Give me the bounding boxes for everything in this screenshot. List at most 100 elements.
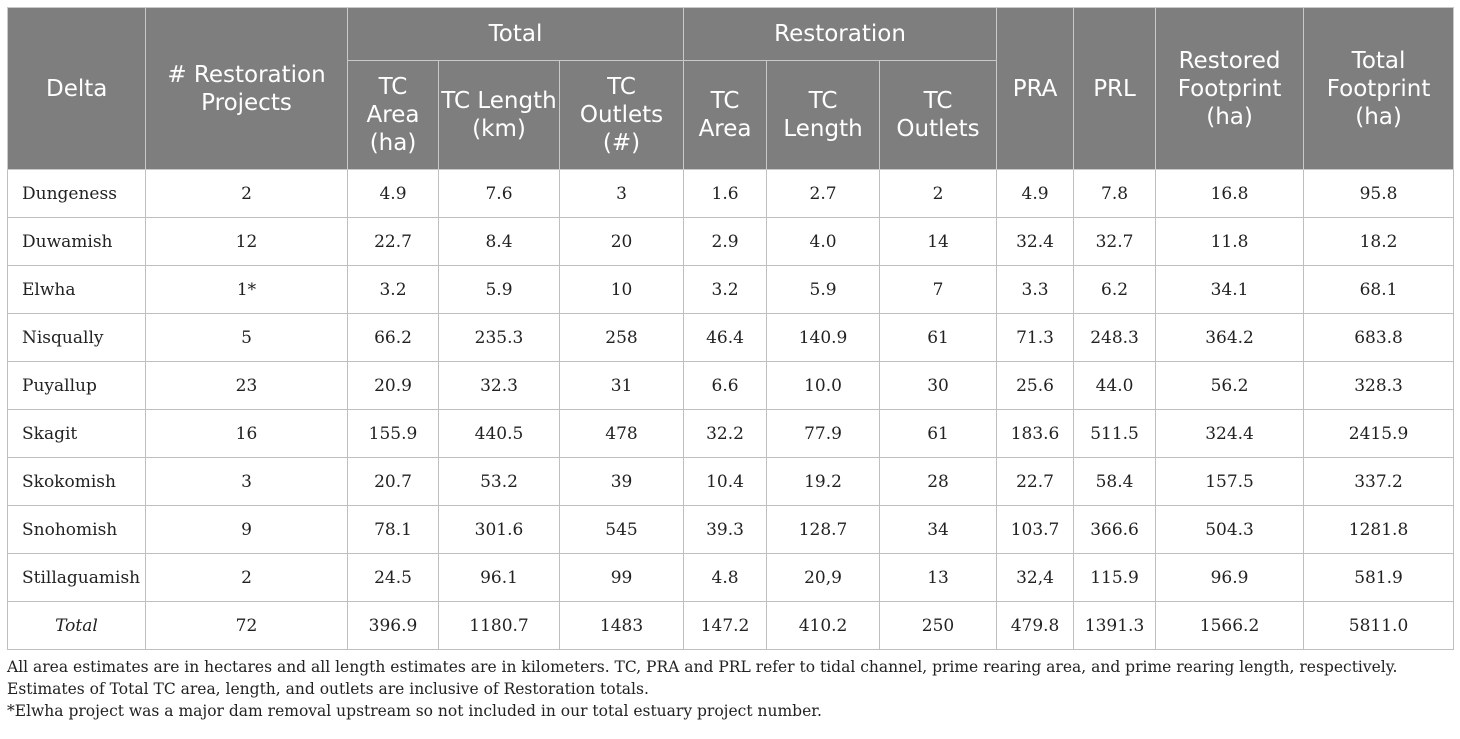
cell-restored-footprint: 16.8	[1155, 169, 1305, 218]
header-total-tc-length: TC Length (km)	[438, 60, 560, 170]
cell-pra: 25.6	[996, 361, 1075, 410]
table-row: Duwamish 12 22.7 8.4 20 2.9 4.0 14 32.4 32.7 11.8 1…	[7, 217, 1455, 266]
table-row: Puyallup 23 20.9 32.3 31 6.6 10.0 30 25.6 44.0 56.…	[7, 361, 1455, 410]
header-group-restoration: Restoration	[683, 7, 998, 61]
cell-total-footprint: 18.2	[1303, 217, 1455, 266]
cell-rest-tc-outlets: 34	[879, 505, 998, 554]
cell-prl: 115.9	[1073, 553, 1157, 602]
cell-rest-tc-area: 6.6	[683, 361, 768, 410]
header-pra: PRA	[996, 7, 1075, 170]
cell-rest-tc-length: 128.7	[766, 505, 881, 554]
table-row: Stillaguamish 2 24.5 96.1 99 4.8 20,9 13 32,4 115…	[7, 553, 1455, 602]
cell-delta: Duwamish	[7, 217, 146, 266]
cell-prl: 7.8	[1073, 169, 1157, 218]
header-total-tc-area: TC Area (ha)	[347, 60, 439, 170]
cell-delta: Skokomish	[7, 457, 146, 506]
header-restored-footprint: Restored Footprint (ha)	[1155, 7, 1305, 170]
cell-total-tc-area: 66.2	[347, 313, 439, 362]
cell-projects: 23	[145, 361, 348, 410]
cell-pra: 3.3	[996, 265, 1075, 314]
cell-projects: 1*	[145, 265, 348, 314]
cell-rest-tc-area: 32.2	[683, 409, 768, 458]
cell-prl: 1391.3	[1073, 601, 1157, 650]
cell-projects: 2	[145, 169, 348, 218]
delta-restoration-table: Delta # Restoration Projects Total Resto…	[7, 7, 1455, 650]
cell-pra: 183.6	[996, 409, 1075, 458]
cell-rest-tc-area: 4.8	[683, 553, 768, 602]
cell-pra: 4.9	[996, 169, 1075, 218]
table-row: Skagit 16 155.9 440.5 478 32.2 77.9 61 183.6 511.…	[7, 409, 1455, 458]
cell-total-tc-area: 155.9	[347, 409, 439, 458]
cell-pra: 71.3	[996, 313, 1075, 362]
table-footnotes: All area estimates are in hectares and a…	[7, 656, 1453, 722]
cell-delta: Snohomish	[7, 505, 146, 554]
cell-delta: Stillaguamish	[7, 553, 146, 602]
cell-total-tc-outlets: 39	[558, 457, 685, 506]
cell-prl: 366.6	[1073, 505, 1157, 554]
cell-delta: Puyallup	[7, 361, 146, 410]
cell-restored-footprint: 56.2	[1155, 361, 1305, 410]
cell-total-tc-length: 1180.7	[438, 601, 560, 650]
footnote-units: All area estimates are in hectares and a…	[7, 658, 1398, 698]
cell-total-footprint: 328.3	[1303, 361, 1455, 410]
cell-prl: 248.3	[1073, 313, 1157, 362]
cell-total-tc-area: 20.7	[347, 457, 439, 506]
cell-rest-tc-length: 10.0	[766, 361, 881, 410]
cell-projects: 3	[145, 457, 348, 506]
cell-pra: 103.7	[996, 505, 1075, 554]
cell-rest-tc-length: 4.0	[766, 217, 881, 266]
cell-total-tc-area: 24.5	[347, 553, 439, 602]
cell-prl: 32.7	[1073, 217, 1157, 266]
cell-rest-tc-area: 39.3	[683, 505, 768, 554]
cell-pra: 32.4	[996, 217, 1075, 266]
header-restoration-tc-outlets: TC Outlets	[879, 60, 998, 170]
cell-total-tc-outlets: 99	[558, 553, 685, 602]
cell-rest-tc-length: 2.7	[766, 169, 881, 218]
table-row: Dungeness 2 4.9 7.6 3 1.6 2.7 2 4.9 7.8 16.8 95.8	[7, 169, 1455, 218]
cell-rest-tc-length: 19.2	[766, 457, 881, 506]
cell-total-footprint: 68.1	[1303, 265, 1455, 314]
cell-rest-tc-area: 147.2	[683, 601, 768, 650]
header-restoration-tc-length: TC Length	[766, 60, 881, 170]
cell-total-tc-length: 53.2	[438, 457, 560, 506]
cell-total-footprint: 683.8	[1303, 313, 1455, 362]
cell-total-footprint: 95.8	[1303, 169, 1455, 218]
cell-total-tc-area: 4.9	[347, 169, 439, 218]
cell-rest-tc-outlets: 14	[879, 217, 998, 266]
cell-delta: Skagit	[7, 409, 146, 458]
cell-rest-tc-area: 1.6	[683, 169, 768, 218]
cell-rest-tc-outlets: 30	[879, 361, 998, 410]
table-row: Nisqually 5 66.2 235.3 258 46.4 140.9 61 71.3 248…	[7, 313, 1455, 362]
header-total-tc-outlets: TC Outlets (#)	[558, 60, 685, 170]
header-restoration-projects: # Restoration Projects	[145, 7, 348, 170]
header-delta: Delta	[7, 7, 146, 170]
header-restoration-tc-area: TC Area	[683, 60, 768, 170]
cell-total-footprint: 2415.9	[1303, 409, 1455, 458]
cell-total-tc-area: 3.2	[347, 265, 439, 314]
cell-rest-tc-length: 20,9	[766, 553, 881, 602]
cell-rest-tc-area: 3.2	[683, 265, 768, 314]
cell-rest-tc-area: 46.4	[683, 313, 768, 362]
cell-total-tc-length: 440.5	[438, 409, 560, 458]
cell-restored-footprint: 504.3	[1155, 505, 1305, 554]
cell-total-footprint: 337.2	[1303, 457, 1455, 506]
cell-rest-tc-outlets: 250	[879, 601, 998, 650]
cell-total-tc-area: 20.9	[347, 361, 439, 410]
cell-rest-tc-length: 410.2	[766, 601, 881, 650]
cell-total-footprint: 1281.8	[1303, 505, 1455, 554]
cell-restored-footprint: 324.4	[1155, 409, 1305, 458]
cell-total-tc-length: 7.6	[438, 169, 560, 218]
cell-rest-tc-area: 10.4	[683, 457, 768, 506]
cell-total-tc-outlets: 258	[558, 313, 685, 362]
table-row: Skokomish 3 20.7 53.2 39 10.4 19.2 28 22.7 58.4 15…	[7, 457, 1455, 506]
cell-total-tc-area: 78.1	[347, 505, 439, 554]
cell-restored-footprint: 34.1	[1155, 265, 1305, 314]
cell-total-tc-area: 396.9	[347, 601, 439, 650]
cell-total-tc-length: 96.1	[438, 553, 560, 602]
header-group-total: Total	[346, 7, 685, 61]
cell-delta: Dungeness	[7, 169, 146, 218]
header-total-footprint: Total Footprint (ha)	[1303, 7, 1455, 170]
cell-projects: 2	[145, 553, 348, 602]
cell-rest-tc-length: 5.9	[766, 265, 881, 314]
cell-delta: Nisqually	[7, 313, 146, 362]
